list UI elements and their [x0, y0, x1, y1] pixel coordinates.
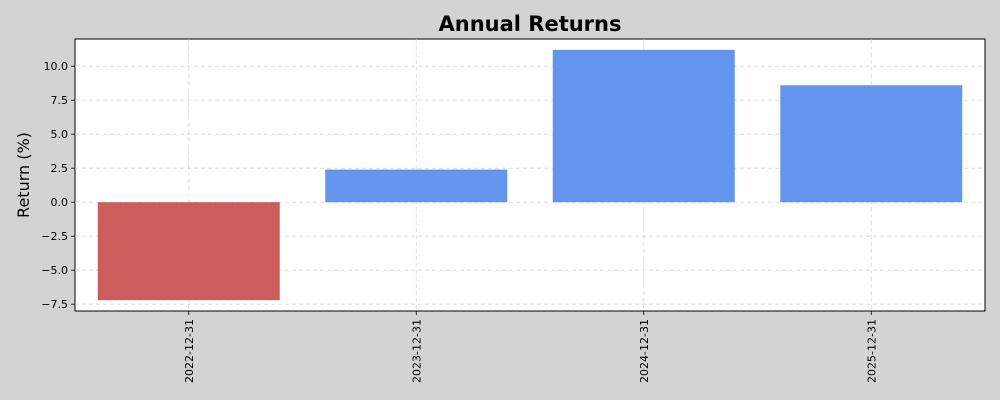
bar-2022-12-31 [97, 202, 280, 301]
x-tick-label: 2022-12-31 [183, 319, 196, 383]
x-tick-label: 2025-12-31 [865, 319, 878, 383]
x-tick-label: 2024-12-31 [638, 319, 651, 383]
chart-title: Annual Returns [439, 12, 622, 36]
y-tick-label: −2.5 [41, 230, 68, 243]
y-tick-label: −7.5 [41, 298, 68, 311]
y-tick-label: −5.0 [41, 264, 68, 277]
bar-2024-12-31 [552, 49, 735, 203]
y-tick-label: 7.5 [51, 94, 69, 107]
bar-2025-12-31 [780, 85, 963, 203]
bar-2023-12-31 [325, 169, 508, 203]
y-axis-label: Return (%) [14, 132, 33, 218]
y-tick-label: 2.5 [51, 162, 69, 175]
x-axis: 2022-12-31 2023-12-31 2024-12-31 2025-12-31 [183, 311, 878, 383]
x-tick-label: 2023-12-31 [410, 319, 423, 383]
y-tick-label: 5.0 [51, 128, 69, 141]
bars [97, 49, 963, 301]
y-axis: −7.5 −5.0 −2.5 0.0 2.5 5.0 7.5 10.0 [41, 60, 75, 311]
y-tick-label: 0.0 [51, 196, 69, 209]
y-tick-label: 10.0 [44, 60, 69, 73]
